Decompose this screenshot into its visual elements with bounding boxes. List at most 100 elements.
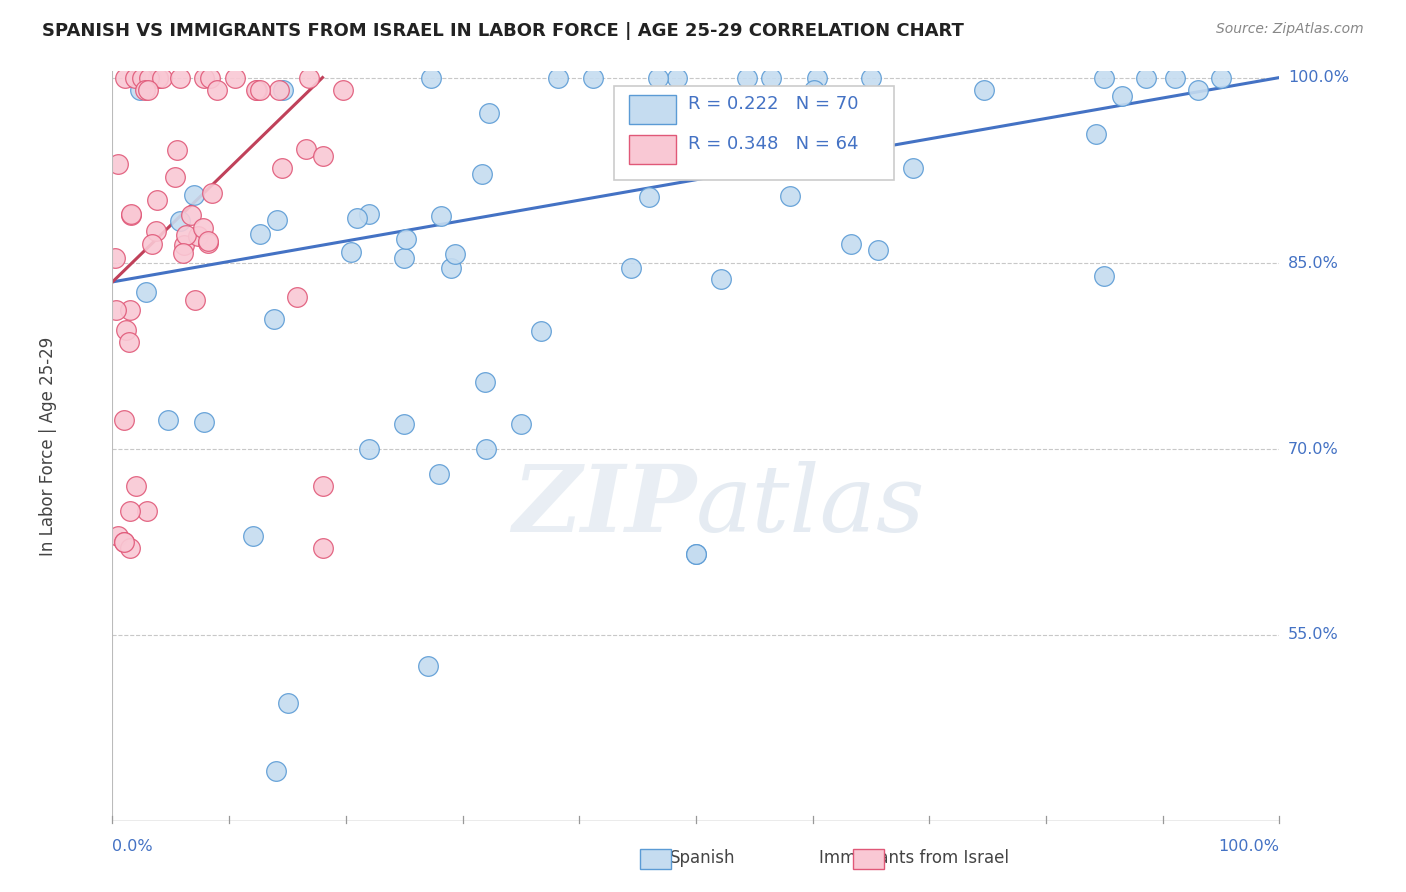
Point — [120, 206, 142, 220]
Point — [105, 302, 128, 317]
Point — [173, 238, 195, 252]
Point — [193, 221, 215, 235]
Text: Spanish: Spanish — [671, 849, 735, 867]
FancyBboxPatch shape — [614, 87, 894, 180]
Point — [264, 764, 287, 778]
Text: In Labor Force | Age 25-29: In Labor Force | Age 25-29 — [39, 336, 58, 556]
Point — [1209, 70, 1232, 85]
Text: 100.0%: 100.0% — [1288, 70, 1348, 85]
Point — [172, 246, 194, 260]
Point — [118, 334, 141, 349]
Point — [285, 289, 308, 303]
Point — [866, 243, 889, 257]
Point — [114, 413, 136, 427]
Text: SPANISH VS IMMIGRANTS FROM ISRAEL IN LABOR FORCE | AGE 25-29 CORRELATION CHART: SPANISH VS IMMIGRANTS FROM ISRAEL IN LAB… — [42, 22, 965, 40]
Point — [427, 467, 450, 481]
Text: ZIP: ZIP — [512, 461, 696, 551]
Point — [530, 324, 553, 338]
Point — [443, 247, 465, 261]
Point — [146, 70, 169, 85]
Point — [138, 70, 160, 85]
Point — [263, 312, 285, 326]
Point — [685, 547, 707, 561]
Point — [242, 529, 264, 543]
Point — [112, 535, 135, 549]
Point — [118, 504, 141, 518]
Point — [150, 70, 173, 85]
Text: 70.0%: 70.0% — [1288, 442, 1339, 457]
Point — [187, 229, 209, 244]
Point — [249, 227, 271, 241]
Point — [205, 83, 228, 97]
Point — [779, 189, 801, 203]
Point — [394, 417, 416, 432]
Point — [1111, 88, 1133, 103]
Text: 55.0%: 55.0% — [1288, 627, 1339, 642]
Point — [134, 83, 156, 97]
Point — [582, 70, 605, 85]
Point — [271, 161, 294, 175]
Point — [311, 541, 333, 556]
Point — [395, 232, 418, 246]
Point — [114, 70, 136, 85]
Point — [245, 83, 267, 97]
Point — [1084, 127, 1107, 141]
Point — [509, 417, 531, 432]
Point — [124, 70, 146, 85]
Text: Source: ZipAtlas.com: Source: ZipAtlas.com — [1216, 22, 1364, 37]
FancyBboxPatch shape — [630, 135, 676, 163]
Point — [174, 227, 197, 242]
FancyBboxPatch shape — [630, 95, 676, 124]
Point — [107, 157, 129, 171]
Point — [141, 70, 163, 85]
Point — [246, 83, 269, 97]
Point — [759, 70, 782, 85]
Point — [973, 83, 995, 97]
Point — [647, 70, 669, 85]
Point — [901, 161, 924, 175]
Point — [193, 415, 215, 429]
Point — [138, 70, 160, 85]
Point — [193, 70, 215, 85]
Point — [146, 193, 169, 207]
Point — [115, 323, 138, 337]
Point — [267, 83, 290, 97]
Point — [184, 293, 207, 308]
Point — [547, 70, 569, 85]
Point — [620, 261, 643, 276]
Point — [146, 70, 169, 85]
Point — [120, 302, 142, 317]
Point — [266, 212, 288, 227]
Point — [107, 529, 129, 543]
Text: R = 0.348   N = 64: R = 0.348 N = 64 — [688, 135, 858, 153]
Point — [475, 442, 498, 456]
Point — [359, 206, 381, 220]
Point — [183, 187, 205, 202]
Point — [276, 696, 298, 710]
Point — [224, 70, 246, 85]
Point — [200, 186, 222, 200]
Point — [1135, 70, 1157, 85]
Point — [298, 70, 321, 85]
Point — [1164, 70, 1187, 85]
Point — [311, 479, 333, 493]
Point — [169, 214, 191, 228]
Point — [169, 70, 191, 85]
Point — [131, 70, 153, 85]
Point — [666, 70, 689, 85]
Point — [312, 149, 335, 163]
Point — [1094, 268, 1116, 283]
Point — [136, 504, 159, 518]
Point — [112, 535, 135, 549]
Point — [420, 70, 443, 85]
Point — [157, 413, 180, 427]
Point — [141, 237, 163, 252]
Point — [471, 167, 494, 181]
Point — [430, 209, 453, 223]
Point — [860, 70, 883, 85]
Point — [839, 236, 862, 251]
Text: 100.0%: 100.0% — [1219, 839, 1279, 855]
Point — [118, 541, 141, 556]
Text: R = 0.222   N = 70: R = 0.222 N = 70 — [688, 95, 858, 112]
Point — [166, 143, 188, 157]
